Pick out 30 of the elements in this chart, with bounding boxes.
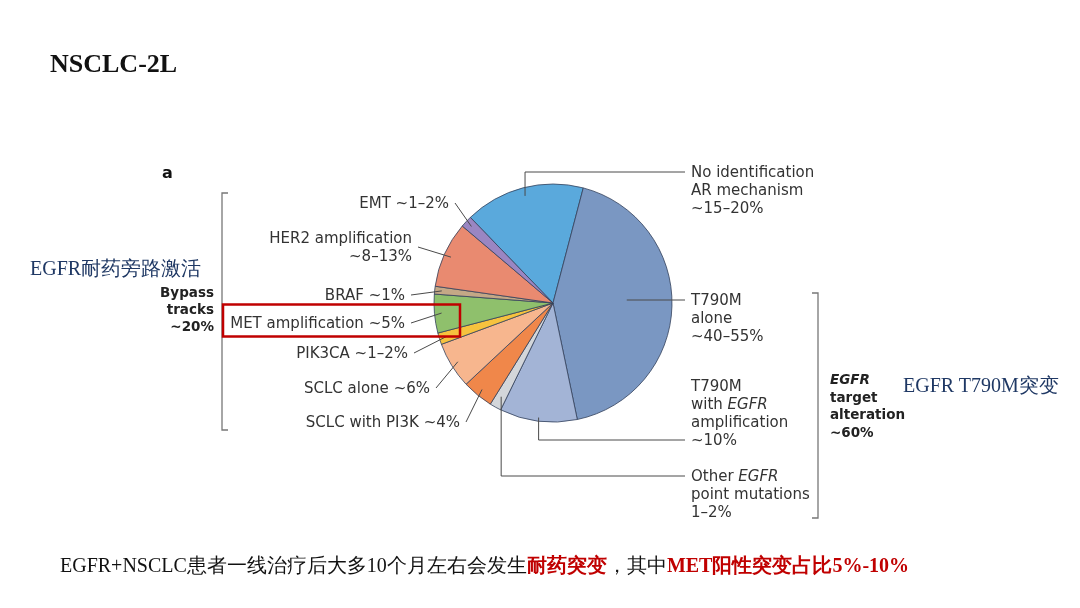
slice-label: PIK3CA bbox=[296, 344, 351, 362]
data-label: ~15–20% bbox=[691, 199, 764, 217]
slice-label: T790M alone bbox=[690, 291, 742, 327]
text: ，其中 bbox=[606, 554, 667, 576]
data-label: ~1–2% bbox=[349, 344, 408, 362]
data-label: ~5% bbox=[363, 314, 405, 332]
text: MET阳性突变占比5%-10% bbox=[666, 554, 910, 576]
slice-label: MET amplification bbox=[230, 314, 364, 332]
data-label: ~6% bbox=[388, 379, 430, 397]
data-label: ~10% bbox=[691, 431, 737, 449]
text: 耐药突变 bbox=[526, 554, 607, 576]
slice-label: SCLC alone bbox=[303, 379, 389, 397]
data-label: 1–2% bbox=[691, 503, 732, 521]
data-label: ~1% bbox=[363, 286, 405, 304]
slice-label: No identification AR mechanism bbox=[691, 163, 815, 199]
text: Bypass tracks ~20% bbox=[160, 284, 215, 334]
data-label: ~40–55% bbox=[691, 327, 764, 345]
slice-label: HER2 amplification bbox=[269, 229, 412, 247]
slice-label: Other EGFR point mutations bbox=[691, 467, 810, 503]
slice-label: EMT bbox=[359, 194, 392, 212]
data-label: ~1–2% bbox=[390, 194, 449, 212]
text: a bbox=[162, 163, 173, 182]
slice-label: SCLC with PI3K bbox=[305, 413, 421, 431]
text: EGFR耐药旁路激活 bbox=[30, 257, 202, 279]
chart-title: NSCLC-2L bbox=[50, 49, 178, 78]
text: EGFR+NSCLC患者一线治疗后大多10个月左右会发生 bbox=[60, 554, 527, 576]
slice-label: T790M with EGFR amplification bbox=[690, 377, 789, 431]
data-label: ~4% bbox=[418, 413, 460, 431]
data-label: ~8–13% bbox=[349, 247, 412, 265]
slice-label: BRAF bbox=[324, 286, 364, 304]
